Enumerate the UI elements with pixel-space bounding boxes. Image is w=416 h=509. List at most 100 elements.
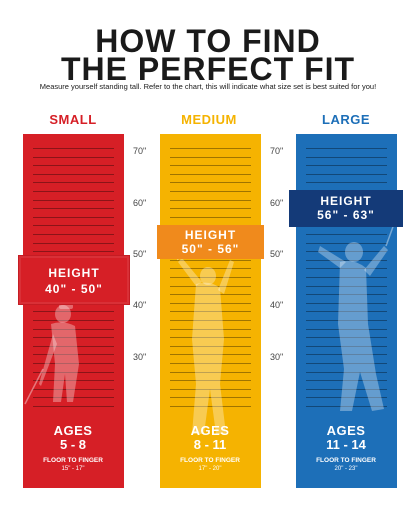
ruler-tick: [306, 277, 387, 278]
small-height-range: 40" - 50": [45, 282, 103, 296]
size-label-large: LARGE: [322, 112, 370, 127]
medium-height-badge: HEIGHT 50" - 56": [157, 225, 264, 259]
ruler-tick: [33, 345, 114, 347]
ruler-tick: [33, 182, 114, 184]
ruler-tick: [33, 156, 114, 158]
ruler-tick: [306, 380, 387, 382]
golfer-followthrough-silhouette: [169, 238, 234, 434]
large-height-badge: HEIGHT 56" - 63": [289, 190, 403, 227]
ruler-tick: [306, 285, 387, 287]
title-line-2: THE PERFECT FIT: [60, 51, 356, 87]
ruler-tick: [170, 337, 251, 339]
ruler-tick: [306, 156, 387, 158]
axis-label-right: 70": [270, 146, 284, 156]
ruler-tick: [33, 173, 114, 175]
ruler-tick: [306, 345, 387, 347]
ruler-tick: [33, 328, 114, 330]
large-ages-title: AGES: [326, 423, 366, 438]
small-ages-range: 5 - 8: [59, 437, 86, 452]
small-floor-to-finger-label: FLOOR TO FINGER: [43, 457, 103, 464]
ruler-tick: [306, 371, 387, 373]
ruler-tick: [33, 148, 114, 149]
ruler-tick: [170, 328, 251, 330]
ruler-tick: [33, 251, 114, 253]
ruler-tick: [306, 294, 387, 296]
ruler-tick: [170, 354, 251, 356]
ruler-tick: [170, 397, 251, 399]
axis-label-right: 50": [270, 249, 284, 259]
subtitle: Measure yourself standing tall. Refer to…: [39, 82, 377, 91]
medium-height-title: HEIGHT: [184, 228, 237, 242]
medium-ages-block: AGES 8 - 11 FLOOR TO FINGER 17" - 20": [155, 423, 265, 473]
ruler-tick: [33, 363, 114, 364]
ruler-tick: [306, 302, 387, 304]
ruler-tick: [306, 397, 387, 399]
ruler-tick: [33, 311, 114, 313]
large-ages-range: 11 - 14: [326, 437, 366, 452]
ruler-tick: [33, 242, 114, 244]
axis-label-left: 40": [133, 300, 147, 310]
title-line-1: HOW TO FIND: [95, 23, 321, 59]
ruler-tick: [306, 363, 387, 364]
ruler-tick: [306, 311, 387, 313]
golfer-swing-silhouette: [318, 223, 395, 411]
ruler-tick: [306, 234, 387, 235]
ruler-tick: [306, 354, 387, 356]
ruler-tick: [33, 406, 114, 407]
ruler-tick: [170, 216, 251, 218]
ruler-tick: [306, 320, 387, 321]
small-ages-block: AGES 5 - 8 FLOOR TO FINGER 15" - 17": [18, 424, 128, 473]
small-height-badge: HEIGHT 40" - 50": [18, 255, 130, 305]
ruler-tick: [170, 320, 251, 321]
ruler-tick: [170, 371, 251, 373]
ruler-tick: [170, 311, 251, 313]
ruler-tick: [33, 199, 114, 201]
axis-label-right: 60": [270, 198, 284, 208]
ruler-tick: [170, 156, 251, 158]
ruler-tick: [33, 165, 114, 167]
ruler-tick: [170, 191, 251, 192]
large-floor-to-finger-value: 20" - 23": [334, 466, 358, 472]
medium-ages-title: AGES: [190, 423, 230, 438]
ruler-tick: [306, 328, 387, 330]
child-golfer-silhouette: [24, 304, 79, 405]
ruler-tick: [170, 294, 251, 296]
ruler-tick: [33, 234, 114, 235]
large-height-title: HEIGHT: [320, 194, 372, 208]
small-height-title: HEIGHT: [48, 266, 100, 280]
large-height-range: 56" - 63": [317, 208, 375, 222]
ruler-tick: [170, 285, 251, 287]
ruler-tick: [33, 380, 114, 382]
size-label-small: SMALL: [49, 112, 97, 127]
ruler-tick: [306, 242, 387, 244]
medium-ages-range: 8 - 11: [193, 437, 227, 452]
ruler-tick: [33, 191, 114, 192]
ruler-tick: [33, 225, 114, 227]
ruler-tick: [170, 182, 251, 184]
ruler-tick: [33, 371, 114, 373]
ruler-tick: [170, 259, 251, 261]
axis-label-left: 50": [133, 249, 147, 259]
axis-label-right: 30": [270, 352, 284, 362]
ruler-tick: [306, 165, 387, 167]
axis-label-right: 40": [270, 300, 284, 310]
ruler-tick: [33, 354, 114, 356]
ruler-tick: [33, 216, 114, 218]
ruler-tick: [33, 208, 114, 210]
axis-label-left: 70": [133, 146, 147, 156]
ruler-tick: [170, 380, 251, 382]
ruler-tick: [170, 406, 251, 407]
ruler-tick: [306, 406, 387, 407]
medium-floor-to-finger-value: 17" - 20": [198, 466, 222, 472]
size-label-medium: MEDIUM: [181, 112, 237, 127]
small-floor-to-finger-value: 15" - 17": [61, 466, 85, 472]
large-ages-block: AGES 11 - 14 FLOOR TO FINGER 20" - 23": [291, 423, 401, 473]
ruler-tick: [170, 199, 251, 201]
ruler-tick: [170, 148, 251, 149]
ruler-tick: [306, 268, 387, 270]
ruler-tick: [170, 208, 251, 210]
ruler-tick: [170, 268, 251, 270]
ruler-tick: [170, 363, 251, 364]
ruler-tick: [306, 251, 387, 253]
medium-floor-to-finger-label: FLOOR TO FINGER: [180, 457, 240, 464]
